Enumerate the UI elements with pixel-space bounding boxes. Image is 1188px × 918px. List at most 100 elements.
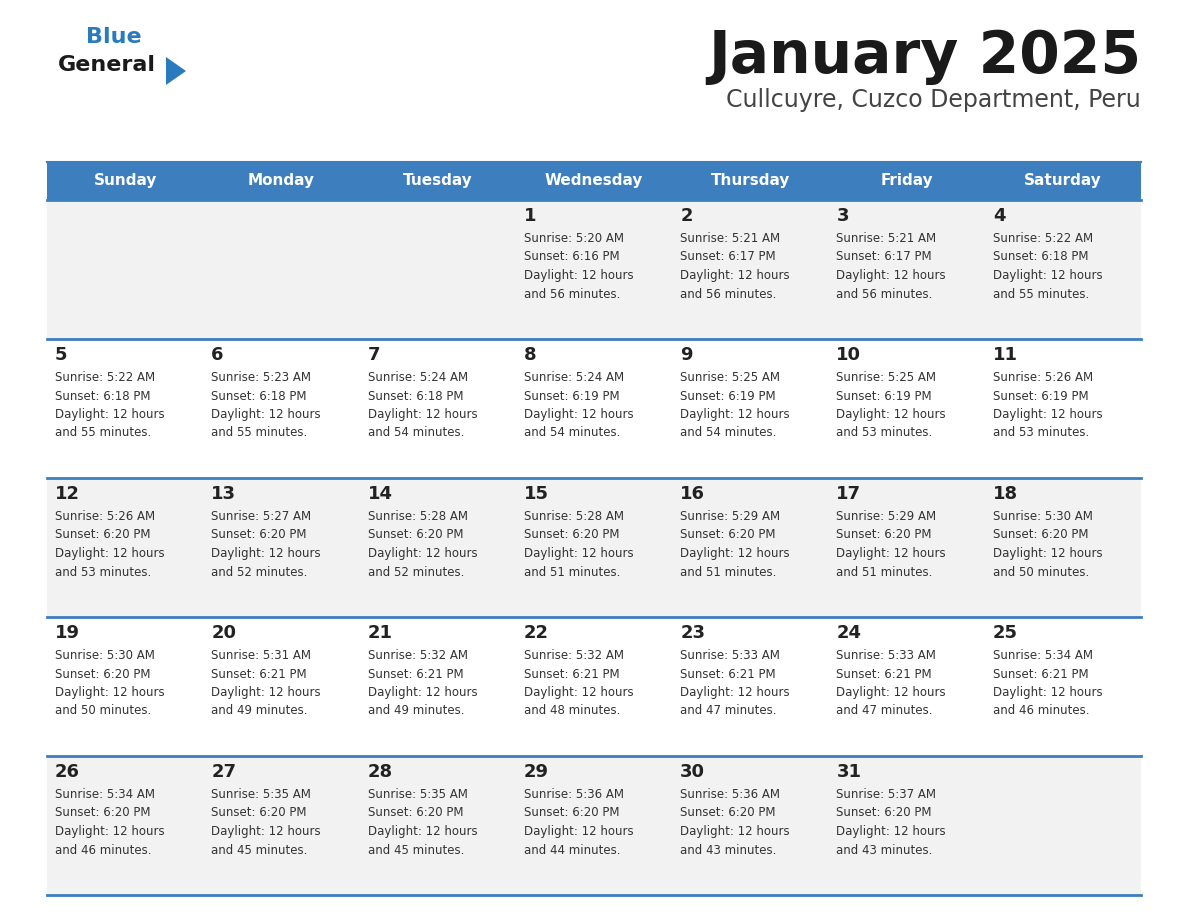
Text: Daylight: 12 hours: Daylight: 12 hours: [681, 547, 790, 560]
Text: Sunset: 6:17 PM: Sunset: 6:17 PM: [681, 251, 776, 263]
Text: Sunset: 6:19 PM: Sunset: 6:19 PM: [993, 389, 1088, 402]
Bar: [985, 339, 1140, 478]
Text: Sunset: 6:20 PM: Sunset: 6:20 PM: [367, 529, 463, 542]
Text: 28: 28: [367, 763, 393, 781]
Bar: [672, 162, 828, 200]
Bar: [48, 478, 203, 617]
Text: 4: 4: [993, 207, 1005, 225]
Text: Sunrise: 5:22 AM: Sunrise: 5:22 AM: [55, 371, 156, 384]
Text: Tuesday: Tuesday: [403, 174, 473, 188]
Text: Sunrise: 5:28 AM: Sunrise: 5:28 AM: [524, 510, 624, 523]
Bar: [360, 478, 516, 617]
Text: 14: 14: [367, 485, 392, 503]
Text: Sunrise: 5:28 AM: Sunrise: 5:28 AM: [367, 510, 468, 523]
Text: and 46 minutes.: and 46 minutes.: [55, 844, 152, 856]
Bar: [828, 478, 985, 617]
Bar: [203, 756, 360, 895]
Text: and 48 minutes.: and 48 minutes.: [524, 704, 620, 718]
Text: Daylight: 12 hours: Daylight: 12 hours: [524, 686, 633, 699]
Bar: [360, 162, 516, 200]
Text: Daylight: 12 hours: Daylight: 12 hours: [836, 547, 946, 560]
Text: 1: 1: [524, 207, 536, 225]
Text: Daylight: 12 hours: Daylight: 12 hours: [993, 686, 1102, 699]
Text: Daylight: 12 hours: Daylight: 12 hours: [524, 547, 633, 560]
Text: Sunrise: 5:23 AM: Sunrise: 5:23 AM: [211, 371, 311, 384]
Text: Sunset: 6:19 PM: Sunset: 6:19 PM: [836, 389, 933, 402]
Text: Sunrise: 5:26 AM: Sunrise: 5:26 AM: [993, 371, 1093, 384]
Bar: [203, 162, 360, 200]
Text: Sunset: 6:20 PM: Sunset: 6:20 PM: [55, 667, 151, 680]
Text: and 55 minutes.: and 55 minutes.: [211, 427, 308, 440]
Text: Sunrise: 5:37 AM: Sunrise: 5:37 AM: [836, 788, 936, 801]
Text: Daylight: 12 hours: Daylight: 12 hours: [524, 825, 633, 838]
Bar: [672, 200, 828, 339]
Text: and 54 minutes.: and 54 minutes.: [524, 427, 620, 440]
Text: 20: 20: [211, 624, 236, 642]
Text: January 2025: January 2025: [708, 28, 1140, 85]
Bar: [828, 200, 985, 339]
Text: 5: 5: [55, 346, 68, 364]
Text: 23: 23: [681, 624, 706, 642]
Bar: [360, 339, 516, 478]
Text: 31: 31: [836, 763, 861, 781]
Text: Sunset: 6:18 PM: Sunset: 6:18 PM: [55, 389, 151, 402]
Bar: [672, 756, 828, 895]
Bar: [48, 200, 203, 339]
Text: Sunrise: 5:30 AM: Sunrise: 5:30 AM: [55, 649, 154, 662]
Text: 21: 21: [367, 624, 392, 642]
Bar: [203, 478, 360, 617]
Text: Sunset: 6:20 PM: Sunset: 6:20 PM: [836, 529, 931, 542]
Text: and 56 minutes.: and 56 minutes.: [524, 287, 620, 300]
Text: and 55 minutes.: and 55 minutes.: [993, 287, 1089, 300]
Bar: [360, 617, 516, 756]
Text: and 51 minutes.: and 51 minutes.: [524, 565, 620, 578]
Text: Sunrise: 5:24 AM: Sunrise: 5:24 AM: [367, 371, 468, 384]
Text: 10: 10: [836, 346, 861, 364]
Bar: [516, 200, 672, 339]
Text: Sunset: 6:21 PM: Sunset: 6:21 PM: [993, 667, 1088, 680]
Bar: [672, 339, 828, 478]
Text: Daylight: 12 hours: Daylight: 12 hours: [681, 269, 790, 282]
Text: and 45 minutes.: and 45 minutes.: [211, 844, 308, 856]
Text: Sunset: 6:20 PM: Sunset: 6:20 PM: [836, 807, 931, 820]
Text: Sunset: 6:16 PM: Sunset: 6:16 PM: [524, 251, 619, 263]
Text: Daylight: 12 hours: Daylight: 12 hours: [211, 408, 321, 421]
Bar: [985, 617, 1140, 756]
Text: Daylight: 12 hours: Daylight: 12 hours: [836, 269, 946, 282]
Text: and 43 minutes.: and 43 minutes.: [681, 844, 777, 856]
Bar: [672, 478, 828, 617]
Text: Daylight: 12 hours: Daylight: 12 hours: [55, 547, 165, 560]
Text: Daylight: 12 hours: Daylight: 12 hours: [367, 547, 478, 560]
Text: 3: 3: [836, 207, 849, 225]
Text: and 56 minutes.: and 56 minutes.: [836, 287, 933, 300]
Bar: [828, 756, 985, 895]
Text: Sunset: 6:19 PM: Sunset: 6:19 PM: [524, 389, 619, 402]
Text: 17: 17: [836, 485, 861, 503]
Bar: [985, 478, 1140, 617]
Bar: [516, 162, 672, 200]
Text: Daylight: 12 hours: Daylight: 12 hours: [681, 686, 790, 699]
Text: Sunrise: 5:33 AM: Sunrise: 5:33 AM: [836, 649, 936, 662]
Bar: [828, 339, 985, 478]
Text: Sunrise: 5:25 AM: Sunrise: 5:25 AM: [681, 371, 781, 384]
Text: Sunset: 6:18 PM: Sunset: 6:18 PM: [367, 389, 463, 402]
Text: Sunrise: 5:29 AM: Sunrise: 5:29 AM: [681, 510, 781, 523]
Bar: [516, 478, 672, 617]
Bar: [828, 162, 985, 200]
Text: Sunrise: 5:36 AM: Sunrise: 5:36 AM: [524, 788, 624, 801]
Text: Sunset: 6:20 PM: Sunset: 6:20 PM: [211, 529, 307, 542]
Text: and 49 minutes.: and 49 minutes.: [367, 704, 465, 718]
Text: and 44 minutes.: and 44 minutes.: [524, 844, 620, 856]
Text: Sunset: 6:20 PM: Sunset: 6:20 PM: [55, 529, 151, 542]
Text: Sunrise: 5:26 AM: Sunrise: 5:26 AM: [55, 510, 156, 523]
Text: Daylight: 12 hours: Daylight: 12 hours: [836, 408, 946, 421]
Text: and 51 minutes.: and 51 minutes.: [836, 565, 933, 578]
Text: and 53 minutes.: and 53 minutes.: [55, 565, 151, 578]
Text: and 52 minutes.: and 52 minutes.: [367, 565, 465, 578]
Bar: [985, 200, 1140, 339]
Text: Wednesday: Wednesday: [545, 174, 643, 188]
Text: 2: 2: [681, 207, 693, 225]
Text: Friday: Friday: [880, 174, 933, 188]
Text: Daylight: 12 hours: Daylight: 12 hours: [367, 825, 478, 838]
Text: Sunset: 6:21 PM: Sunset: 6:21 PM: [211, 667, 307, 680]
